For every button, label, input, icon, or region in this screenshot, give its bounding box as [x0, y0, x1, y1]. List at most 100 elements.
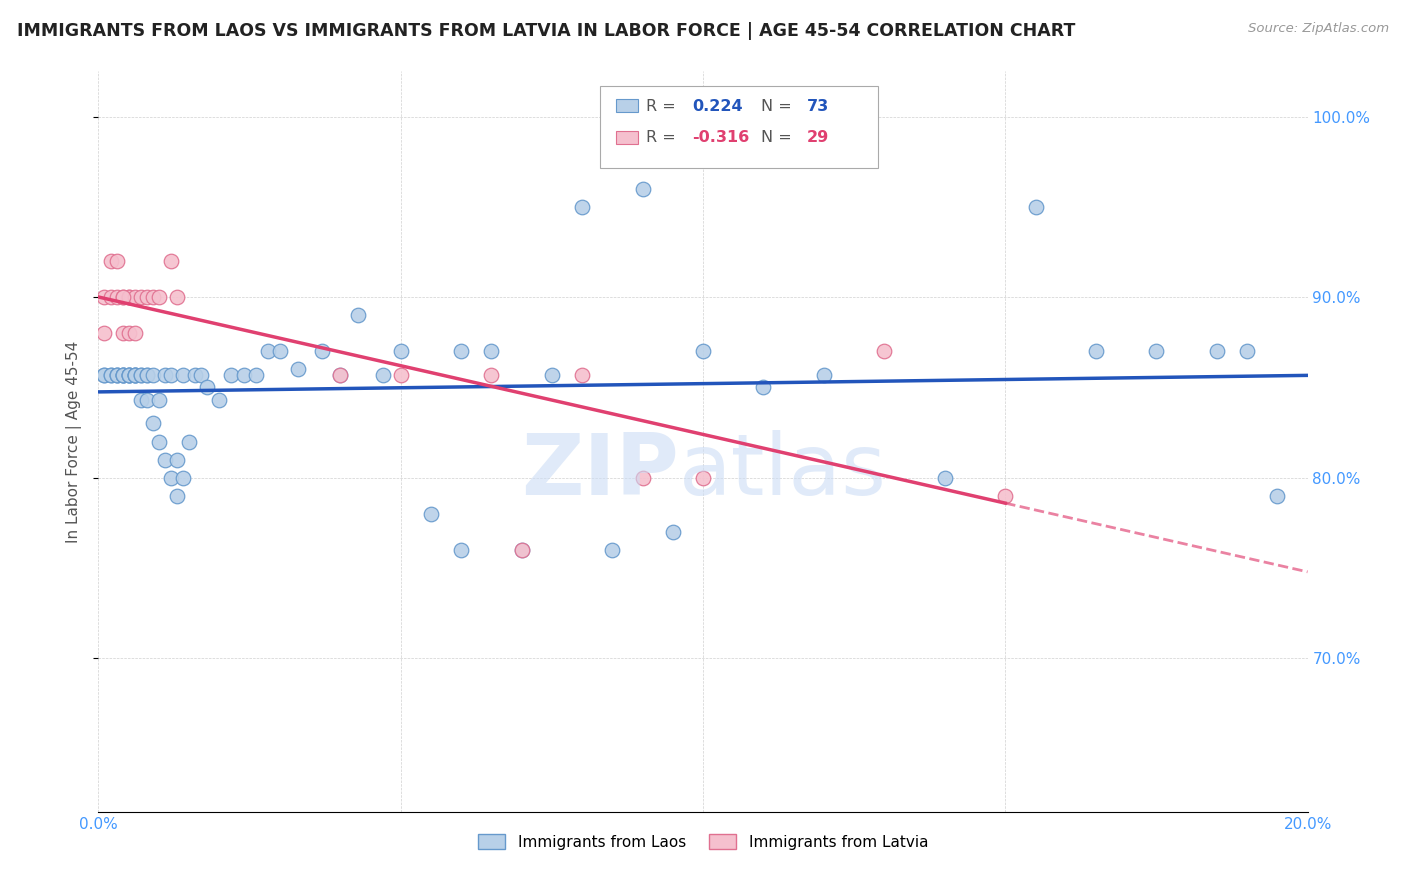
- Point: [129, 368, 152, 382]
- Bar: [616, 99, 638, 112]
- Text: 73: 73: [807, 99, 830, 113]
- FancyBboxPatch shape: [600, 87, 879, 168]
- Point: [118, 368, 141, 382]
- Point: [571, 368, 593, 382]
- Point: [1206, 344, 1229, 359]
- Point: [118, 368, 141, 382]
- Point: [510, 542, 533, 557]
- Point: [287, 362, 309, 376]
- Point: [111, 368, 134, 382]
- Point: [631, 470, 654, 484]
- Point: [873, 344, 896, 359]
- Point: [1267, 489, 1289, 503]
- Point: [221, 368, 243, 382]
- Text: atlas: atlas: [679, 430, 887, 513]
- Text: N =: N =: [761, 99, 797, 113]
- Point: [661, 524, 683, 539]
- Point: [105, 254, 128, 268]
- Point: [118, 290, 141, 304]
- Point: [166, 489, 188, 503]
- Point: [118, 368, 141, 382]
- Point: [692, 470, 714, 484]
- Point: [100, 368, 122, 382]
- Point: [124, 368, 146, 382]
- Point: [190, 368, 212, 382]
- Point: [111, 290, 134, 304]
- Point: [105, 368, 128, 382]
- Point: [179, 434, 201, 449]
- Bar: [616, 130, 638, 144]
- Point: [540, 368, 562, 382]
- Point: [166, 290, 188, 304]
- Point: [135, 368, 157, 382]
- Point: [1236, 344, 1258, 359]
- Point: [269, 344, 291, 359]
- Text: 29: 29: [807, 130, 830, 145]
- Point: [129, 392, 152, 407]
- Point: [160, 368, 183, 382]
- Point: [148, 434, 170, 449]
- Point: [111, 368, 134, 382]
- Point: [232, 368, 254, 382]
- Point: [450, 542, 472, 557]
- Point: [172, 470, 194, 484]
- Point: [329, 368, 352, 382]
- Point: [124, 368, 146, 382]
- Point: [105, 290, 128, 304]
- Point: [111, 368, 134, 382]
- Point: [813, 368, 835, 382]
- Point: [389, 344, 412, 359]
- Point: [1085, 344, 1108, 359]
- Point: [93, 368, 115, 382]
- Text: ZIP: ZIP: [522, 430, 679, 513]
- Point: [124, 326, 146, 341]
- Point: [142, 368, 165, 382]
- Text: -0.316: -0.316: [692, 130, 749, 145]
- Point: [166, 452, 188, 467]
- Point: [135, 392, 157, 407]
- Point: [571, 200, 593, 214]
- Point: [160, 470, 183, 484]
- Point: [934, 470, 956, 484]
- Point: [148, 392, 170, 407]
- Point: [142, 417, 165, 431]
- Point: [195, 380, 218, 394]
- Point: [389, 368, 412, 382]
- Point: [420, 507, 443, 521]
- Point: [135, 290, 157, 304]
- Text: IMMIGRANTS FROM LAOS VS IMMIGRANTS FROM LATVIA IN LABOR FORCE | AGE 45-54 CORREL: IMMIGRANTS FROM LAOS VS IMMIGRANTS FROM …: [17, 22, 1076, 40]
- Text: R =: R =: [647, 130, 681, 145]
- Point: [172, 368, 194, 382]
- Point: [142, 290, 165, 304]
- Point: [111, 326, 134, 341]
- Point: [93, 368, 115, 382]
- Point: [129, 290, 152, 304]
- Point: [105, 368, 128, 382]
- Point: [111, 368, 134, 382]
- Text: R =: R =: [647, 99, 681, 113]
- Point: [184, 368, 207, 382]
- Point: [1024, 200, 1046, 214]
- Point: [311, 344, 333, 359]
- Point: [129, 368, 152, 382]
- Point: [1144, 344, 1167, 359]
- Point: [118, 326, 141, 341]
- Point: [245, 368, 267, 382]
- Point: [118, 290, 141, 304]
- Text: 0.224: 0.224: [692, 99, 742, 113]
- Point: [347, 308, 370, 322]
- Point: [124, 368, 146, 382]
- Point: [631, 182, 654, 196]
- Legend: Immigrants from Laos, Immigrants from Latvia: Immigrants from Laos, Immigrants from La…: [472, 828, 934, 856]
- Point: [135, 368, 157, 382]
- Point: [208, 392, 231, 407]
- Point: [256, 344, 278, 359]
- Text: N =: N =: [761, 130, 797, 145]
- Point: [124, 290, 146, 304]
- Point: [329, 368, 352, 382]
- Point: [111, 290, 134, 304]
- Point: [93, 290, 115, 304]
- Point: [481, 344, 503, 359]
- Point: [692, 344, 714, 359]
- Point: [100, 290, 122, 304]
